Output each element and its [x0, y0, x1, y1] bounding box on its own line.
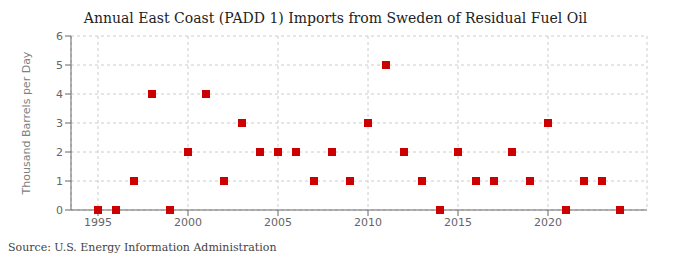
svg-text:5: 5 [56, 59, 63, 72]
svg-text:2005: 2005 [264, 216, 292, 229]
svg-text:0: 0 [56, 204, 63, 217]
svg-text:2010: 2010 [354, 216, 382, 229]
html-text:Source: U.S. Energy Informatio: Source: U.S. Energy Information Administ… [8, 241, 277, 254]
html-text:Annual East Coast (PADD 1) Imp: Annual East Coast (PADD 1) Imports from … [83, 10, 588, 26]
svg-text:2: 2 [56, 146, 63, 159]
svg-text:2015: 2015 [444, 216, 472, 229]
svg-text:3: 3 [56, 117, 63, 130]
svg-text:4: 4 [56, 88, 63, 101]
svg-text:2020: 2020 [534, 216, 562, 229]
svg-text:6: 6 [56, 30, 63, 43]
svg-text:1995: 1995 [84, 216, 112, 229]
svg-text:2000: 2000 [174, 216, 202, 229]
svg-text:Thousand Barrels per Day: Thousand Barrels per Day [20, 51, 33, 195]
svg-text:1: 1 [56, 175, 63, 188]
